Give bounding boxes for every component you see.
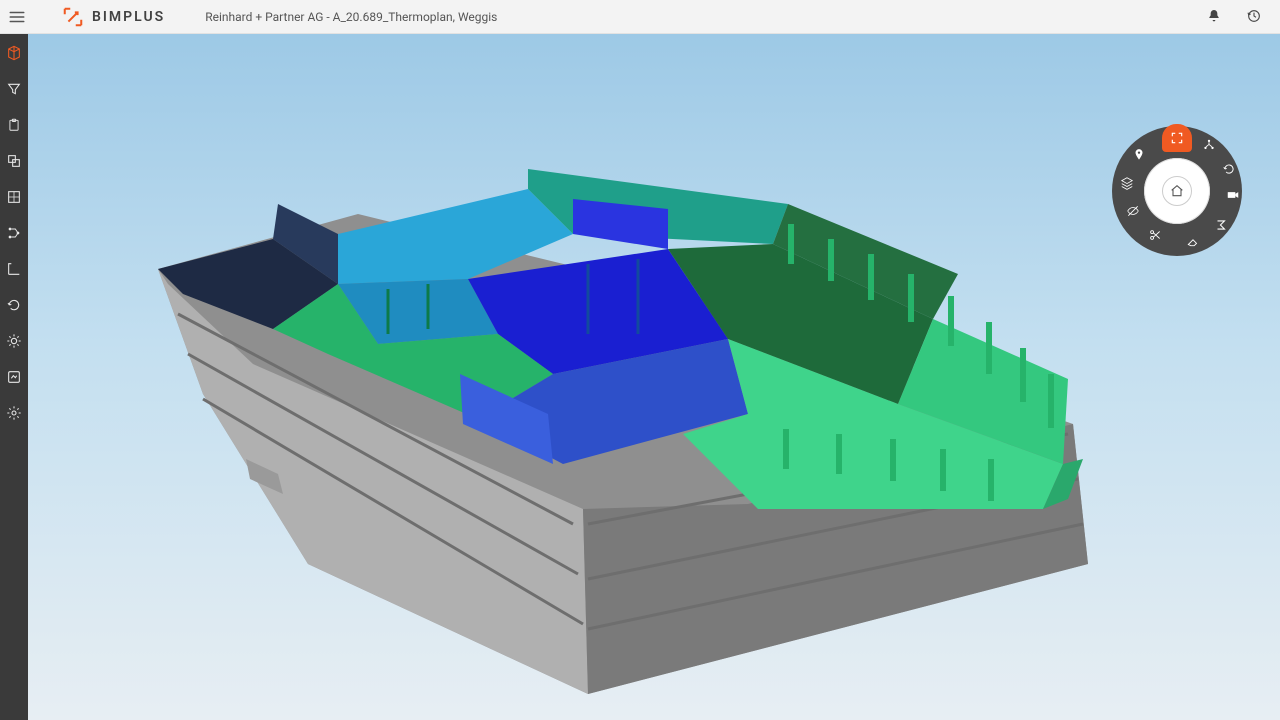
notifications-button[interactable] bbox=[1206, 8, 1224, 26]
building-model bbox=[28, 34, 1280, 720]
brand-text: BIMPLUS bbox=[92, 9, 165, 25]
navwheel-visibility-button[interactable] bbox=[1124, 202, 1142, 220]
camera-icon bbox=[1226, 188, 1240, 202]
layers-icon bbox=[1120, 176, 1134, 190]
brand[interactable]: BIMPLUS bbox=[62, 6, 165, 28]
navwheel-scissors-button[interactable] bbox=[1146, 226, 1164, 244]
sidebar bbox=[0, 34, 28, 720]
navwheel-layers-button[interactable] bbox=[1118, 174, 1136, 192]
navwheel-pin-button[interactable] bbox=[1130, 146, 1148, 164]
sun-icon[interactable] bbox=[5, 332, 23, 350]
structure-icon[interactable] bbox=[5, 224, 23, 242]
settings-icon[interactable] bbox=[5, 404, 23, 422]
activity-button[interactable] bbox=[1246, 8, 1264, 26]
navwheel-sum-button[interactable] bbox=[1212, 216, 1230, 234]
history-icon[interactable] bbox=[5, 296, 23, 314]
filter-icon[interactable] bbox=[5, 80, 23, 98]
navwheel-rotate-button[interactable] bbox=[1220, 160, 1238, 178]
navwheel-eraser-button[interactable] bbox=[1184, 232, 1202, 250]
pin-icon bbox=[1132, 148, 1146, 162]
bell-icon bbox=[1206, 8, 1222, 24]
eraser-icon bbox=[1186, 234, 1200, 248]
topbar: BIMPLUS Reinhard + Partner AG - A_20.689… bbox=[0, 0, 1280, 34]
rotate-icon bbox=[1222, 162, 1236, 176]
navwheel-home-button[interactable] bbox=[1162, 176, 1192, 206]
visibility-off-icon bbox=[1126, 204, 1140, 218]
breadcrumb[interactable]: Reinhard + Partner AG - A_20.689_Thermop… bbox=[205, 10, 497, 24]
navwheel-tree-button[interactable] bbox=[1200, 136, 1218, 154]
measure-icon[interactable] bbox=[5, 260, 23, 278]
cube-icon[interactable] bbox=[5, 44, 23, 62]
fullscreen-icon bbox=[1170, 131, 1184, 145]
viewport-3d[interactable] bbox=[28, 34, 1280, 720]
sum-icon bbox=[1214, 218, 1228, 232]
logo-icon bbox=[62, 6, 84, 28]
menu-button[interactable] bbox=[0, 0, 34, 34]
analyze-icon[interactable] bbox=[5, 368, 23, 386]
section-plane-icon[interactable] bbox=[5, 152, 23, 170]
scissors-icon bbox=[1148, 228, 1162, 242]
navwheel-fullscreen-button[interactable] bbox=[1162, 124, 1192, 152]
clipboard-icon[interactable] bbox=[5, 116, 23, 134]
navigation-wheel bbox=[1112, 126, 1242, 256]
tree-icon bbox=[1202, 138, 1216, 152]
section-box-icon[interactable] bbox=[5, 188, 23, 206]
hamburger-icon bbox=[8, 8, 26, 26]
navwheel-camera-button[interactable] bbox=[1224, 186, 1242, 204]
home-icon bbox=[1169, 183, 1185, 199]
clock-arrow-icon bbox=[1246, 8, 1262, 24]
